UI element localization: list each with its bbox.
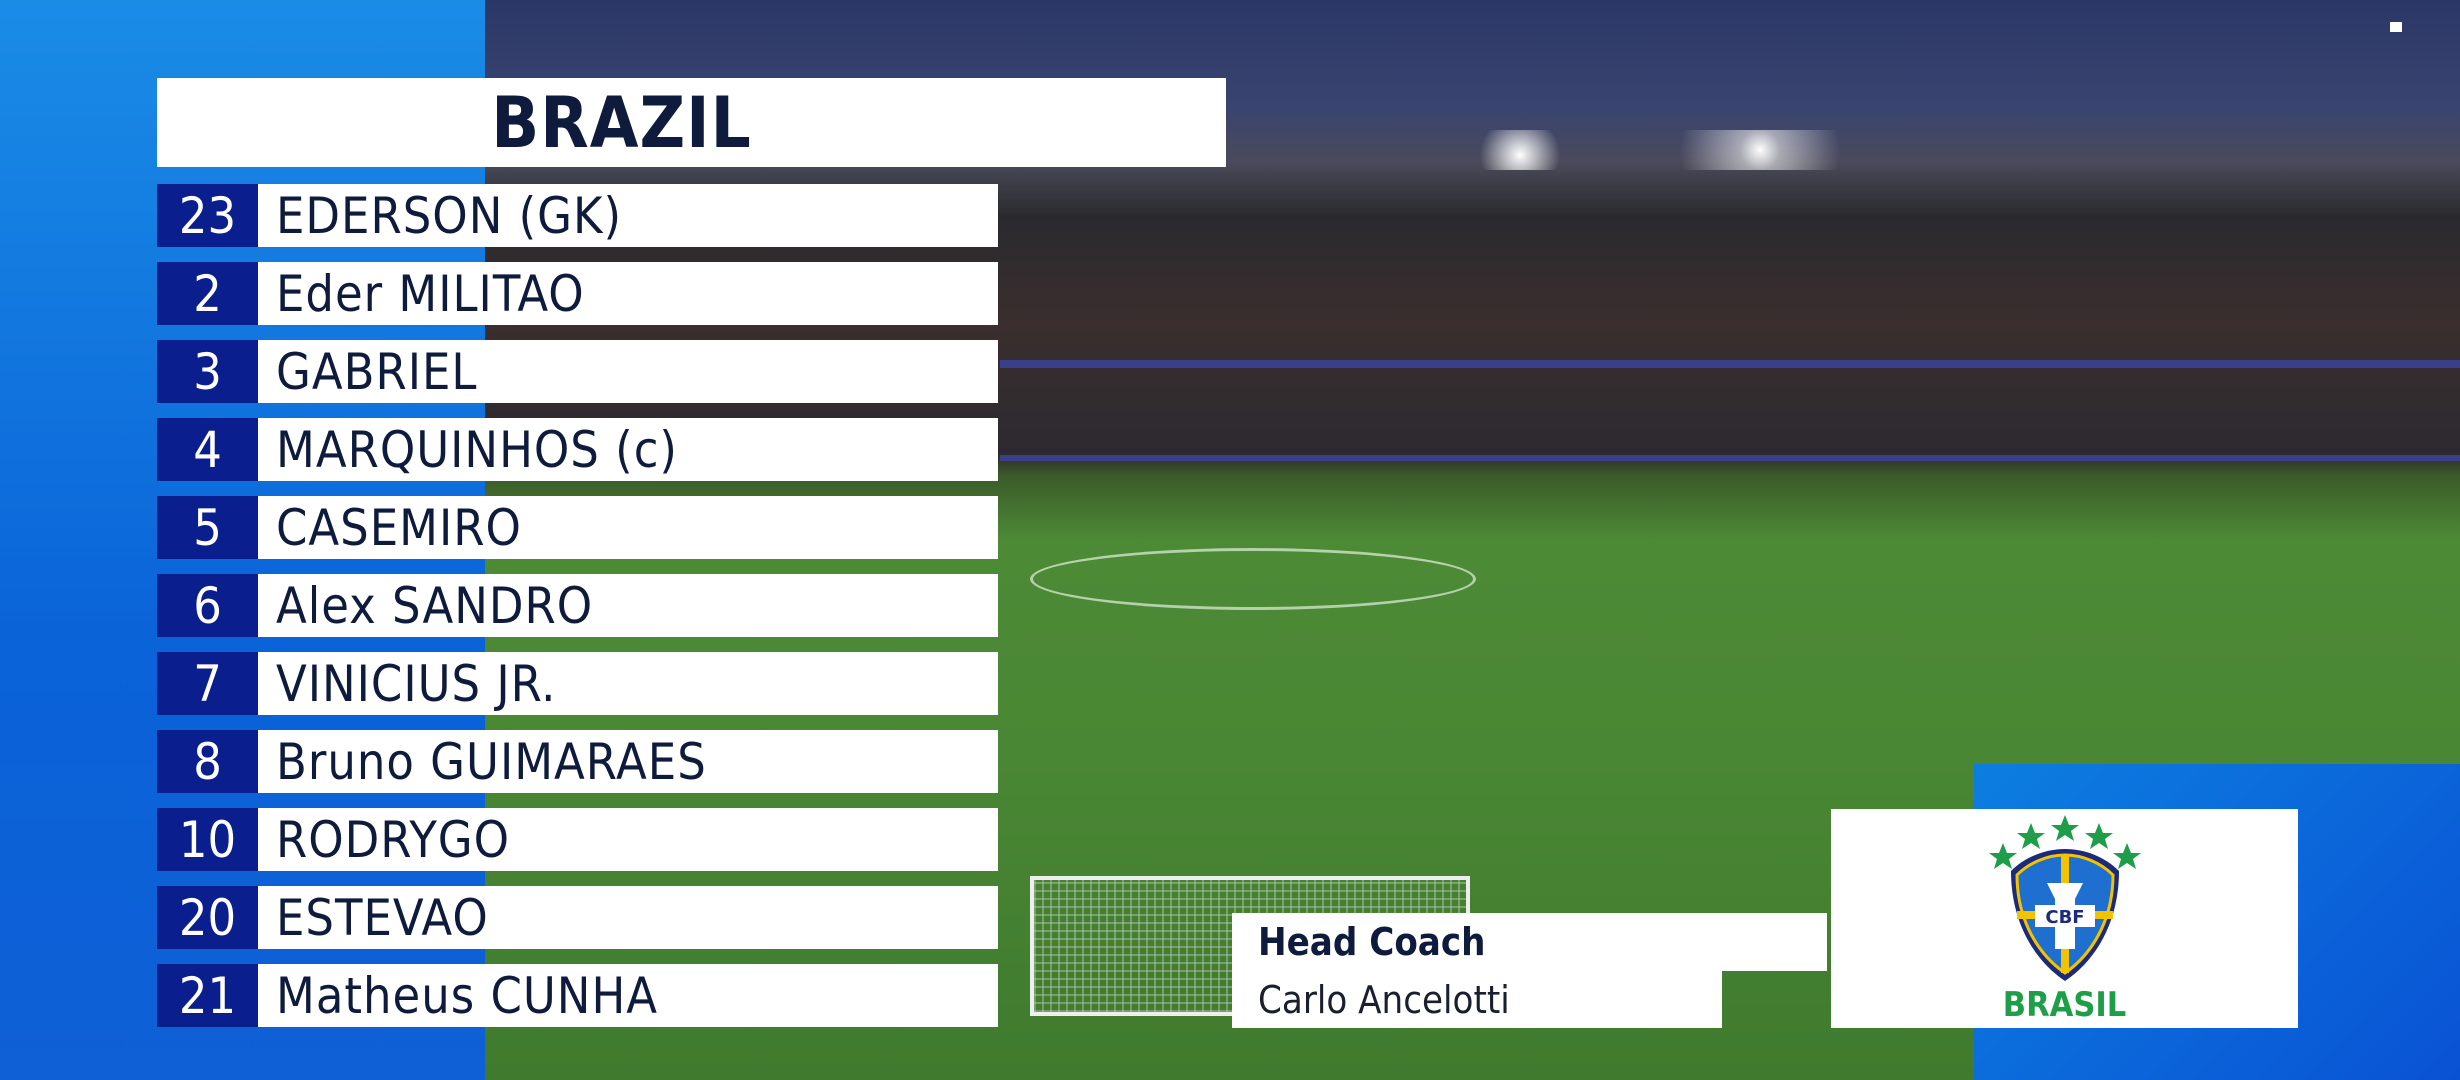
crest-caption: BRASIL: [2002, 984, 2127, 1025]
lineup-row: 5 CASEMIRO: [157, 496, 998, 559]
lineup-row: 6 Alex SANDRO: [157, 574, 998, 637]
player-name: Matheus CUNHA: [258, 964, 998, 1027]
player-number: 20: [157, 886, 258, 949]
corner-mark: [2390, 22, 2402, 32]
player-name: RODRYGO: [258, 808, 998, 871]
crest-monogram: CBF: [2045, 907, 2084, 928]
coach-label: Head Coach: [1258, 920, 1486, 964]
lineup-row: 2 Eder MILITAO: [157, 262, 998, 325]
player-name: CASEMIRO: [258, 496, 998, 559]
centre-circle: [1030, 548, 1476, 610]
player-name: VINICIUS JR.: [258, 652, 998, 715]
lineup-row: 8 Bruno GUIMARAES: [157, 730, 998, 793]
player-name: Alex SANDRO: [258, 574, 998, 637]
player-name: GABRIEL: [258, 340, 998, 403]
lineup-row: 10 RODRYGO: [157, 808, 998, 871]
lineup-row: 3 GABRIEL: [157, 340, 998, 403]
floodlights: [1000, 130, 2460, 170]
led-board: [1000, 360, 2460, 368]
crest-box: CBF BRASIL: [1831, 809, 2298, 1028]
coach-label-box: Head Coach: [1232, 913, 1827, 971]
player-number: 5: [157, 496, 258, 559]
lineup-row: 21 Matheus CUNHA: [157, 964, 998, 1027]
lineup-row: 4 MARQUINHOS (c): [157, 418, 998, 481]
led-board: [1000, 455, 2460, 461]
player-name: EDERSON (GK): [258, 184, 998, 247]
player-number: 21: [157, 964, 258, 1027]
cbf-crest-icon: CBF: [1988, 814, 2141, 981]
coach-name: Carlo Ancelotti: [1258, 977, 1510, 1022]
team-title: BRAZIL: [491, 81, 752, 164]
lineup-row: 23 EDERSON (GK): [157, 184, 998, 247]
coach-name-box: Carlo Ancelotti: [1232, 971, 1722, 1028]
player-number: 6: [157, 574, 258, 637]
team-title-banner: BRAZIL: [157, 78, 1226, 167]
lineup-row: 7 VINICIUS JR.: [157, 652, 998, 715]
player-number: 4: [157, 418, 258, 481]
player-name: MARQUINHOS (c): [258, 418, 998, 481]
lineup-row: 20 ESTEVAO: [157, 886, 998, 949]
player-number: 3: [157, 340, 258, 403]
player-number: 2: [157, 262, 258, 325]
player-number: 23: [157, 184, 258, 247]
player-number: 10: [157, 808, 258, 871]
player-name: Bruno GUIMARAES: [258, 730, 998, 793]
player-number: 8: [157, 730, 258, 793]
player-name: ESTEVAO: [258, 886, 998, 949]
player-name: Eder MILITAO: [258, 262, 998, 325]
player-number: 7: [157, 652, 258, 715]
